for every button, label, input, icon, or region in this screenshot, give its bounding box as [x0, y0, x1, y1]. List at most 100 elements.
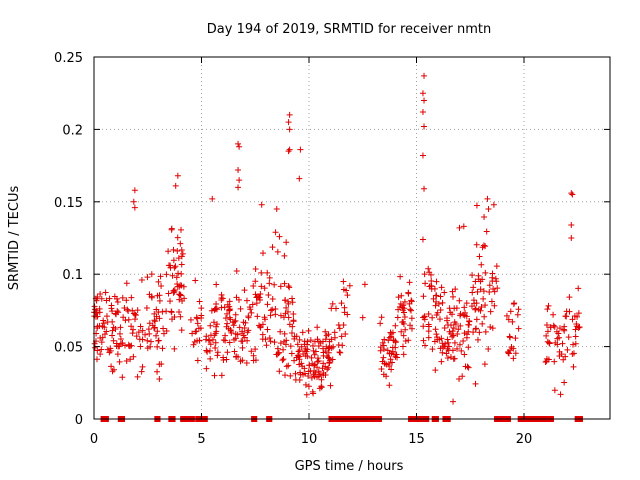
data-point [482, 243, 489, 250]
data-point [170, 246, 177, 253]
data-point [203, 333, 210, 340]
data-point [454, 345, 461, 352]
data-point [277, 328, 284, 335]
data-point [453, 305, 460, 312]
data-point [406, 279, 413, 286]
data-point [482, 302, 489, 309]
data-point [385, 337, 392, 344]
data-point [394, 314, 401, 321]
data-point [193, 314, 200, 321]
data-point [338, 333, 345, 340]
data-point [198, 305, 205, 312]
data-point [395, 294, 402, 301]
data-point [224, 310, 231, 317]
data-point [286, 284, 293, 291]
data-point [257, 323, 264, 330]
data-point [421, 313, 428, 320]
data-point [476, 253, 483, 260]
data-point [307, 337, 314, 344]
data-point [156, 375, 163, 382]
data-point [134, 373, 141, 380]
data-point [484, 195, 491, 202]
data-point [419, 90, 426, 97]
data-point [233, 267, 240, 274]
data-point [428, 277, 435, 284]
y-tick-label: 0.15 [54, 196, 83, 211]
data-point [99, 334, 106, 341]
data-point [569, 191, 576, 198]
data-point [432, 367, 439, 374]
data-point [329, 356, 336, 363]
data-point [276, 233, 283, 240]
data-point [269, 295, 276, 302]
data-point [399, 319, 406, 326]
data-point [544, 338, 551, 345]
data-point [401, 298, 408, 305]
data-point [346, 282, 353, 289]
data-point [573, 320, 580, 327]
data-point [488, 298, 495, 305]
data-point [482, 328, 489, 335]
data-point [221, 304, 228, 311]
data-point [474, 288, 481, 295]
data-point [125, 341, 132, 348]
data-point [554, 341, 561, 348]
data-point [222, 337, 229, 344]
data-point [397, 273, 404, 280]
data-point [180, 283, 187, 290]
data-point [408, 297, 415, 304]
data-point [401, 314, 408, 321]
data-point [154, 368, 161, 375]
data-point [129, 307, 136, 314]
data-point [128, 323, 135, 330]
data-point [547, 324, 554, 331]
data-point [108, 363, 115, 370]
data-point [230, 322, 237, 329]
data-point [241, 287, 248, 294]
data-point [575, 310, 582, 317]
data-point [388, 366, 395, 373]
data-point [285, 119, 292, 126]
data-point [153, 332, 160, 339]
data-point [296, 175, 303, 182]
data-point [116, 358, 123, 365]
data-point [388, 333, 395, 340]
data-point [296, 356, 303, 363]
data-point [312, 348, 319, 355]
data-point [400, 351, 407, 358]
data-point [296, 361, 303, 368]
data-point [392, 339, 399, 346]
data-point [300, 351, 307, 358]
data-point [320, 352, 327, 359]
data-point [213, 281, 220, 288]
data-point [257, 297, 264, 304]
data-point [275, 350, 282, 357]
data-point [461, 304, 468, 311]
data-point [475, 272, 482, 279]
x-tick-label: 0 [90, 432, 98, 447]
data-point [421, 123, 428, 130]
data-point [113, 340, 120, 347]
data-point [400, 343, 407, 350]
data-point [170, 289, 177, 296]
data-point [179, 297, 186, 304]
data-point [428, 271, 435, 278]
data-point [235, 166, 242, 173]
data-point [224, 349, 231, 356]
data-point [106, 349, 113, 356]
data-point [450, 355, 457, 362]
data-point [151, 317, 158, 324]
data-point [556, 353, 563, 360]
data-point [98, 295, 105, 302]
data-point [169, 272, 176, 279]
data-point [198, 314, 205, 321]
data-point [280, 356, 287, 363]
data-point [225, 306, 232, 313]
data-point [311, 351, 318, 358]
data-point [163, 308, 170, 315]
data-point [463, 313, 470, 320]
data-point [218, 372, 225, 379]
data-point [272, 229, 279, 236]
data-point [429, 314, 436, 321]
data-point [148, 294, 155, 301]
